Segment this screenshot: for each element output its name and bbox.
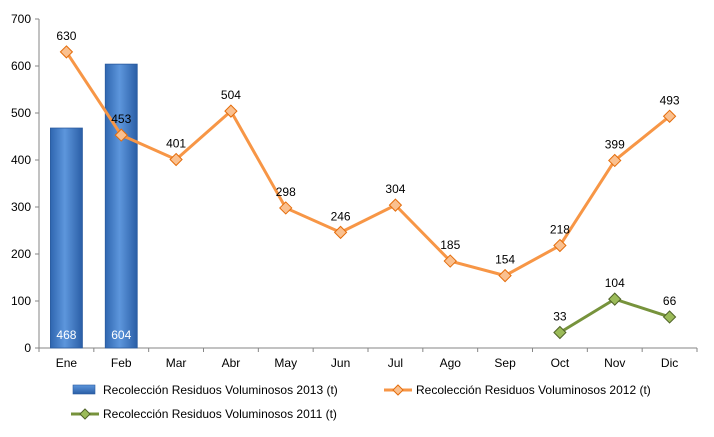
- legend-swatch-marker: [392, 384, 404, 396]
- legend-label: Recolección Residuos Voluminosos 2013 (t…: [103, 383, 338, 397]
- legend-label: Recolección Residuos Voluminosos 2011 (t…: [103, 407, 337, 421]
- bar: [50, 127, 83, 349]
- x-tick-label: Oct: [551, 356, 570, 370]
- line-data-label: 504: [221, 88, 241, 102]
- line-data-label: 104: [605, 276, 625, 290]
- x-tick-label: Feb: [111, 356, 132, 370]
- legend: Recolección Residuos Voluminosos 2013 (t…: [71, 383, 651, 421]
- x-tick-label: Nov: [604, 356, 625, 370]
- data-point-marker: [169, 152, 183, 167]
- bar-series: [50, 63, 138, 349]
- data-point-marker: [59, 45, 74, 59]
- data-point-marker: [662, 109, 677, 123]
- data-point-marker: [114, 128, 128, 142]
- y-tick-label: 500: [11, 106, 31, 120]
- x-tick-label: Ago: [440, 356, 462, 370]
- line-data-label: 399: [605, 137, 625, 151]
- data-point-marker: [443, 254, 457, 268]
- line-series: [59, 45, 677, 340]
- data-point-marker: [224, 104, 238, 118]
- line-data-label: 630: [56, 29, 76, 43]
- line-data-label: 33: [553, 309, 567, 323]
- x-tick-label: Mar: [166, 356, 187, 370]
- legend-label: Recolección Residuos Voluminosos 2012 (t…: [416, 383, 651, 397]
- line-data-label: 154: [495, 253, 515, 267]
- data-point-marker: [608, 292, 622, 306]
- legend-swatch-marker: [79, 408, 91, 420]
- line-data-label: 304: [385, 182, 405, 196]
- data-point-marker: [333, 225, 348, 240]
- bar: [104, 63, 138, 349]
- line-data-label: 66: [663, 294, 677, 308]
- data-point-marker: [608, 153, 622, 168]
- data-point-marker: [662, 310, 677, 324]
- y-tick-label: 300: [11, 200, 31, 214]
- x-tick-label: May: [274, 356, 297, 370]
- data-point-marker: [388, 198, 403, 212]
- x-tick-label: Sep: [494, 356, 516, 370]
- legend-swatch-bar: [72, 384, 96, 395]
- data-point-marker: [553, 238, 567, 253]
- line-data-label: 185: [440, 238, 460, 252]
- x-tick-label: Dic: [661, 356, 678, 370]
- line-data-label: 218: [550, 223, 570, 237]
- data-point-marker: [498, 268, 512, 283]
- y-tick-label: 400: [11, 153, 31, 167]
- bar-data-label: 604: [111, 328, 131, 342]
- y-tick-label: 700: [11, 12, 31, 26]
- line-data-label: 246: [331, 209, 351, 223]
- bar-data-label: 468: [56, 328, 76, 342]
- y-tick-label: 200: [11, 247, 31, 261]
- y-tick-label: 0: [24, 341, 31, 355]
- x-tick-label: Jul: [388, 356, 403, 370]
- line-data-label: 298: [276, 185, 296, 199]
- x-tick-label: Jun: [331, 356, 350, 370]
- line-data-label: 453: [111, 112, 131, 126]
- y-tick-label: 600: [11, 59, 31, 73]
- x-tick-label: Abr: [222, 356, 241, 370]
- y-tick-label: 100: [11, 294, 31, 308]
- x-tick-label: Ene: [56, 356, 78, 370]
- data-labels: 468 604 630 453 401 504 298 246 304 185 154 218 399 4…: [56, 29, 680, 342]
- line-data-label: 401: [166, 137, 186, 151]
- data-point-marker: [279, 201, 293, 215]
- axes: 0 100 200 300 400 500 600 700 Ene Feb Mar Abr May Jun…: [11, 12, 698, 370]
- data-point-marker: [553, 325, 567, 340]
- line-data-label: 493: [660, 93, 680, 107]
- series-line: [64, 50, 672, 278]
